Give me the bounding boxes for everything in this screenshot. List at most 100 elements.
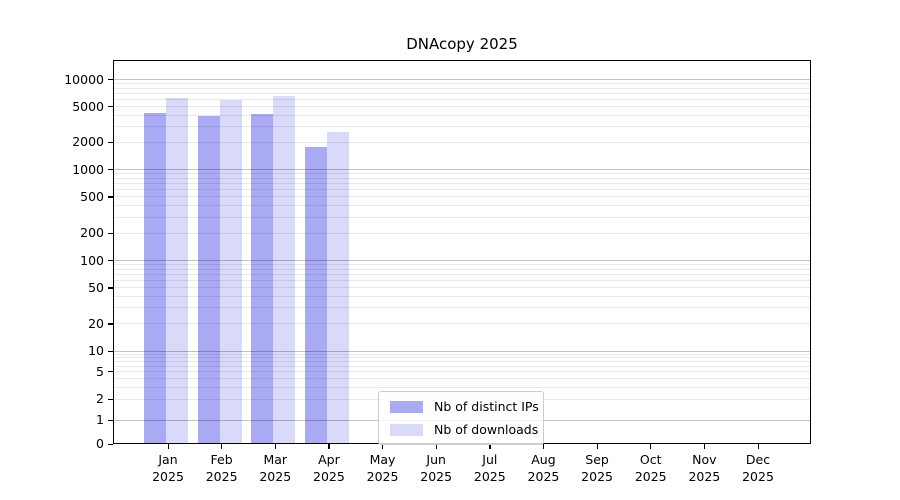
gridline-minor [113,287,811,289]
x-tickmark [596,444,598,449]
axis-spine-left [113,60,115,444]
x-tickmark [489,444,491,449]
axis-spine-top [113,60,811,62]
x-tickmark [167,444,169,449]
gridline-minor [113,189,811,191]
x-tick-label: Jan 2025 [136,451,200,485]
x-tick-label: Mar 2025 [243,451,307,485]
gridline-minor [113,106,811,108]
axis-spine-right [810,60,812,444]
y-tickmark [108,260,113,262]
legend-label: Nb of downloads [434,422,539,437]
y-tickmark [108,169,113,171]
x-tick-month: Jun [426,452,446,467]
x-tickmark [328,444,330,449]
y-tick-label: 200 [80,225,104,241]
bar-nb-of-distinct-ips-jan [144,113,166,444]
gridline-major [113,169,811,170]
y-tickmark [108,287,113,289]
gridline-minor [113,323,811,325]
x-tick-year: 2025 [205,469,238,484]
gridline-minor [113,280,811,282]
x-tick-month: Mar [263,452,288,467]
bar-nb-of-downloads-apr [326,132,349,444]
x-tickmark [274,444,276,449]
x-tick-year: 2025 [259,469,292,484]
x-tick-month: Oct [639,452,662,467]
x-tick-year: 2025 [152,469,184,484]
y-tick-label: 2000 [72,134,104,150]
gridline-minor [113,361,811,363]
bar-nb-of-distinct-ips-feb [197,116,220,444]
x-tick-month: Jul [482,452,498,467]
gridline-minor [113,264,811,266]
x-tickmark [221,444,223,449]
gridline-minor [113,296,811,298]
y-tickmark [108,196,113,198]
x-tick-year: 2025 [366,469,399,484]
y-tickmark [108,141,113,144]
y-tick-label: 10 [88,343,104,358]
y-tick-label: 500 [80,188,104,204]
legend-entry-nb-of-distinct-ips: Nb of distinct IPs [390,398,539,415]
x-tick-label: Apr 2025 [297,451,361,485]
y-tickmark [108,371,113,373]
bar-nb-of-distinct-ips-mar [251,114,274,444]
gridline-minor [113,141,811,143]
x-tick-month: Jan [158,452,178,467]
x-tick-year: 2025 [473,469,506,484]
bar-nb-of-downloads-mar [273,95,296,444]
gridline-minor [113,205,811,207]
x-tick-month: Aug [531,452,556,467]
y-tickmark [108,79,113,81]
legend-swatch-icon [390,400,423,413]
gridline-minor [113,87,811,89]
x-tick-label: Aug 2025 [511,451,575,485]
gridline-minor [113,173,811,175]
x-tick-year: 2025 [634,469,667,484]
gridline-minor [113,183,811,185]
y-tick-label: 1 [96,412,104,427]
gridline-minor [113,177,811,179]
x-tick-year: 2025 [688,469,721,484]
x-tick-month: Nov [692,452,717,467]
x-tick-month: Apr [318,452,340,467]
gridline-minor [113,83,811,85]
gridline-minor [113,274,811,276]
gridline-minor [113,114,811,116]
x-tick-month: May [369,452,396,467]
x-tickmark [435,444,437,449]
y-tick-label: 100 [80,252,104,268]
gridline-minor [113,386,811,388]
x-tick-year: 2025 [742,469,774,484]
legend-swatch-icon [390,423,423,436]
y-tick-label: 1000 [72,161,104,177]
gridline-minor [113,92,811,94]
x-tick-month: Sep [585,452,609,467]
y-tickmark [108,106,113,108]
gridline-minor [113,268,811,270]
gridline-minor [113,216,811,218]
x-tick-year: 2025 [581,469,613,484]
gridline-major [113,79,811,80]
y-tick-label: 10000 [64,71,104,87]
bar-nb-of-downloads-jan [166,97,188,444]
x-tick-label: Oct 2025 [619,451,683,485]
chart-title: DNAcopy 2025 [406,35,518,53]
x-tick-year: 2025 [313,469,345,484]
y-tick-label: 5 [96,363,104,379]
bar-nb-of-distinct-ips-apr [304,146,327,444]
x-tickmark [650,444,652,449]
x-tickmark [757,444,759,449]
gridline-major [113,350,811,352]
x-tickmark [542,444,545,449]
x-tick-label: Nov 2025 [672,451,736,485]
x-tick-year: 2025 [527,469,560,484]
y-tick-label: 20 [88,315,104,331]
x-tick-label: Feb 2025 [190,451,254,485]
gridline-minor [113,377,811,379]
x-tick-year: 2025 [420,469,453,484]
x-tick-label: Jul 2025 [458,451,522,485]
y-tick-label: 5000 [72,98,104,114]
y-tick-label: 50 [88,279,104,295]
